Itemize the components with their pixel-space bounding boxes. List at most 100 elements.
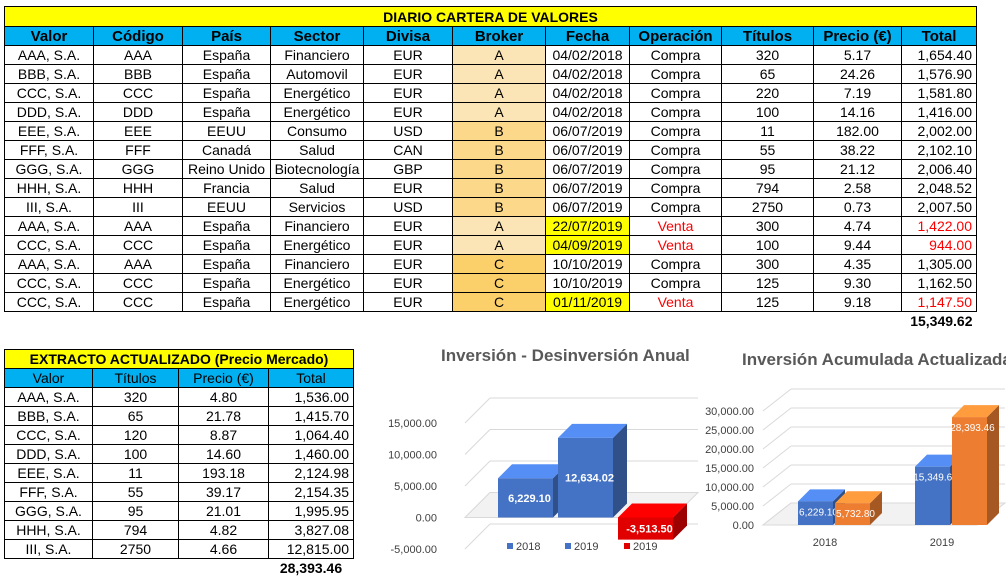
cell-operacion[interactable]: Venta: [629, 292, 722, 312]
cell-pais[interactable]: España: [182, 235, 271, 255]
cell-titulos[interactable]: 794: [721, 178, 814, 198]
cell-divisa[interactable]: CAN: [363, 140, 453, 160]
cell-pais[interactable]: España: [182, 64, 271, 84]
extracto-col-header[interactable]: Total: [268, 368, 354, 388]
cell-total[interactable]: 12,815.00: [268, 539, 354, 559]
cell-codigo[interactable]: III: [93, 197, 183, 217]
cell-total[interactable]: 944.00: [901, 235, 977, 255]
cell-broker[interactable]: A: [452, 64, 546, 84]
cell-precio[interactable]: 21.01: [178, 501, 269, 521]
cell-total[interactable]: 2,154.35: [268, 482, 354, 502]
cell-broker[interactable]: C: [452, 273, 546, 293]
cell-total[interactable]: 1,995.95: [268, 501, 354, 521]
cell-valor[interactable]: BBB, S.A.: [4, 406, 93, 426]
cell-codigo[interactable]: CCC: [93, 83, 183, 103]
cell-pais[interactable]: España: [182, 273, 271, 293]
cell-precio[interactable]: 4.82: [178, 520, 269, 540]
cell-precio[interactable]: 21.78: [178, 406, 269, 426]
cell-fecha[interactable]: 10/10/2019: [545, 254, 630, 274]
cell-precio[interactable]: 4.74: [813, 216, 902, 236]
cell-valor[interactable]: CCC, S.A.: [4, 292, 94, 312]
cell-divisa[interactable]: EUR: [363, 273, 453, 293]
cell-valor[interactable]: AAA, S.A.: [4, 216, 94, 236]
cell-operacion[interactable]: Compra: [629, 64, 722, 84]
cell-valor[interactable]: CCC, S.A.: [4, 425, 93, 445]
extracto-title[interactable]: EXTRACTO ACTUALIZADO (Precio Mercado): [4, 349, 354, 369]
cartera-col-header[interactable]: País: [182, 26, 271, 46]
cell-fecha[interactable]: 04/09/2019: [545, 235, 630, 255]
cell-precio[interactable]: 7.19: [813, 83, 902, 103]
cell-operacion[interactable]: Compra: [629, 121, 722, 141]
cell-valor[interactable]: EEE, S.A.: [4, 121, 94, 141]
cartera-col-header[interactable]: Valor: [4, 26, 94, 46]
cell-total[interactable]: 1,064.40: [268, 425, 354, 445]
cartera-col-header[interactable]: Divisa: [363, 26, 453, 46]
cell-sector[interactable]: Financiero: [270, 216, 364, 236]
cell-operacion[interactable]: Compra: [629, 83, 722, 103]
cell-precio[interactable]: 9.44: [813, 235, 902, 255]
cell-precio[interactable]: 5.17: [813, 45, 902, 65]
cell-total[interactable]: 1,416.00: [901, 102, 977, 122]
cell-broker[interactable]: C: [452, 292, 546, 312]
cell-fecha[interactable]: 04/02/2018: [545, 83, 630, 103]
cell-total[interactable]: 3,827.08: [268, 520, 354, 540]
cell-divisa[interactable]: USD: [363, 121, 453, 141]
cell-valor[interactable]: HHH, S.A.: [4, 178, 94, 198]
cell-codigo[interactable]: EEE: [93, 121, 183, 141]
cartera-col-header[interactable]: Código: [93, 26, 183, 46]
cell-total[interactable]: 1,654.40: [901, 45, 977, 65]
cell-valor[interactable]: AAA, S.A.: [4, 254, 94, 274]
cell-operacion[interactable]: Compra: [629, 178, 722, 198]
cell-broker[interactable]: A: [452, 102, 546, 122]
cartera-col-header[interactable]: Precio (€): [813, 26, 902, 46]
cell-sector[interactable]: Servicios: [270, 197, 364, 217]
cell-pais[interactable]: España: [182, 102, 271, 122]
cell-titulos[interactable]: 11: [721, 121, 814, 141]
cell-divisa[interactable]: EUR: [363, 83, 453, 103]
cell-precio[interactable]: 2.58: [813, 178, 902, 198]
cell-pais[interactable]: Reino Unido: [182, 159, 271, 179]
cell-valor[interactable]: III, S.A.: [4, 197, 94, 217]
cell-titulos[interactable]: 65: [92, 406, 179, 426]
cell-titulos[interactable]: 2750: [721, 197, 814, 217]
cell-fecha[interactable]: 10/10/2019: [545, 273, 630, 293]
cell-codigo[interactable]: CCC: [93, 235, 183, 255]
cell-titulos[interactable]: 100: [92, 444, 179, 464]
cell-sector[interactable]: Financiero: [270, 45, 364, 65]
cell-precio[interactable]: 193.18: [178, 463, 269, 483]
extracto-col-header[interactable]: Títulos: [92, 368, 179, 388]
cell-codigo[interactable]: CCC: [93, 292, 183, 312]
cell-titulos[interactable]: 55: [721, 140, 814, 160]
cell-total[interactable]: 1,415.70: [268, 406, 354, 426]
cell-sector[interactable]: Energético: [270, 102, 364, 122]
cell-codigo[interactable]: BBB: [93, 64, 183, 84]
cell-total[interactable]: 1,422.00: [901, 216, 977, 236]
cell-total[interactable]: 2,102.10: [901, 140, 977, 160]
cell-codigo[interactable]: HHH: [93, 178, 183, 198]
cell-sector[interactable]: Automovil: [270, 64, 364, 84]
cell-fecha[interactable]: 04/02/2018: [545, 102, 630, 122]
cell-sector[interactable]: Salud: [270, 140, 364, 160]
cell-divisa[interactable]: EUR: [363, 64, 453, 84]
cell-fecha[interactable]: 22/07/2019: [545, 216, 630, 236]
cell-valor[interactable]: DDD, S.A.: [4, 102, 94, 122]
cell-pais[interactable]: España: [182, 83, 271, 103]
cell-titulos[interactable]: 125: [721, 292, 814, 312]
cell-precio[interactable]: 24.26: [813, 64, 902, 84]
cell-sector[interactable]: Biotecnología: [270, 159, 364, 179]
cell-total[interactable]: 1,576.90: [901, 64, 977, 84]
cell-valor[interactable]: GGG, S.A.: [4, 501, 93, 521]
cell-total[interactable]: 2,124.98: [268, 463, 354, 483]
cell-operacion[interactable]: Compra: [629, 45, 722, 65]
cell-titulos[interactable]: 120: [92, 425, 179, 445]
cell-titulos[interactable]: 95: [92, 501, 179, 521]
cell-fecha[interactable]: 06/07/2019: [545, 140, 630, 160]
cell-fecha[interactable]: 04/02/2018: [545, 45, 630, 65]
cartera-col-header[interactable]: Títulos: [721, 26, 814, 46]
cell-valor[interactable]: FFF, S.A.: [4, 140, 94, 160]
cell-titulos[interactable]: 95: [721, 159, 814, 179]
cell-total[interactable]: 2,002.00: [901, 121, 977, 141]
cell-sector[interactable]: Financiero: [270, 254, 364, 274]
cell-titulos[interactable]: 320: [721, 45, 814, 65]
cell-fecha[interactable]: 06/07/2019: [545, 178, 630, 198]
